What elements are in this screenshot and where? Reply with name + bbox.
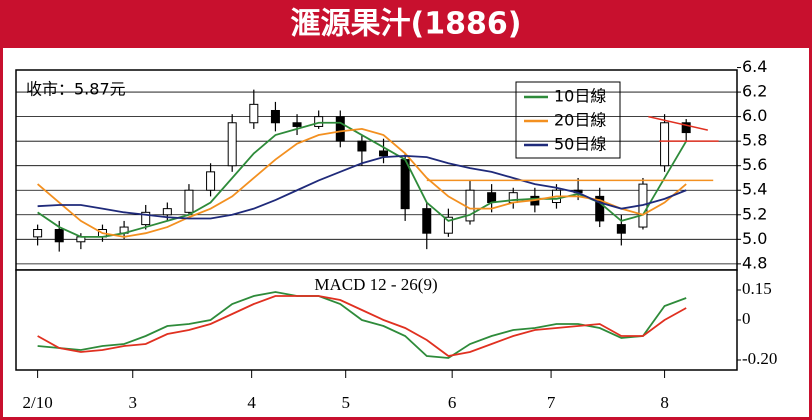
legend-label: 20日線 <box>554 111 606 130</box>
macd-title: MACD 12 - 26(9) <box>314 275 437 294</box>
candle-body <box>184 189 194 213</box>
y-tick-label: 6.0 <box>742 106 767 125</box>
series-line <box>37 295 687 357</box>
candle-body <box>422 208 432 234</box>
y-tick-label: 5.8 <box>742 131 767 150</box>
close-annotation: 收市：5.87元 <box>26 80 126 99</box>
series-line <box>37 291 687 359</box>
chart-title: 滙源果汁(1886) <box>291 7 522 42</box>
x-tick-label: 2/10 <box>23 393 53 412</box>
x-tick-label: 5 <box>341 393 350 412</box>
candle-body <box>33 229 43 238</box>
y-tick-label: 5.0 <box>742 229 767 248</box>
y-tick-label: 6.2 <box>742 82 767 101</box>
annotation-box <box>22 78 144 102</box>
x-tick-label: 6 <box>448 393 457 412</box>
candle-body <box>443 216 453 234</box>
candle-body <box>379 150 389 157</box>
series-line <box>37 154 687 220</box>
y-tick-label: 4.8 <box>742 253 767 272</box>
header-band <box>0 0 812 48</box>
y-tick-label: 5.4 <box>742 180 767 199</box>
y-tick-label: 6.4 <box>742 57 767 76</box>
trend-line <box>648 115 708 131</box>
x-tick-label: 3 <box>128 393 137 412</box>
candle-body <box>616 224 626 234</box>
x-tick-label: 4 <box>247 393 256 412</box>
candle-body <box>595 195 605 222</box>
x-tick-label: 7 <box>547 393 556 412</box>
y-tick-label: 5.2 <box>742 204 767 223</box>
candle-body <box>335 116 345 142</box>
candle-body <box>162 208 172 216</box>
series-line <box>37 121 687 238</box>
candle-body <box>357 140 367 152</box>
x-tick-label: 8 <box>660 393 669 412</box>
candle-body <box>206 171 216 191</box>
series-line <box>37 127 687 238</box>
candle-body <box>227 122 237 167</box>
candle-body <box>270 109 280 124</box>
candle-body <box>314 116 324 127</box>
candle-body <box>487 192 497 204</box>
y-tick-label: 5.6 <box>742 155 767 174</box>
candle-body <box>660 122 670 167</box>
candle-body <box>249 103 259 124</box>
y-tick-label: 0.15 <box>742 279 772 298</box>
candle-body <box>681 122 691 134</box>
candle-body <box>292 122 302 127</box>
y-tick-label: 0 <box>742 309 751 328</box>
candle-body <box>141 211 151 226</box>
legend-label: 50日線 <box>554 135 606 154</box>
legend-label: 10日線 <box>554 87 606 106</box>
y-tick-label: -0.20 <box>742 349 777 368</box>
macd-panel <box>15 269 738 371</box>
candle-body <box>54 229 64 243</box>
